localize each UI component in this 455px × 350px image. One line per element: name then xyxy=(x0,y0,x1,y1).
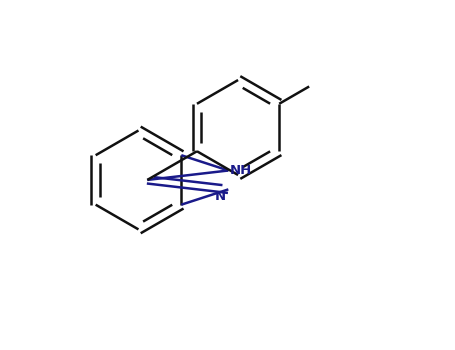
Text: NH: NH xyxy=(229,163,252,176)
Text: N: N xyxy=(215,190,227,203)
